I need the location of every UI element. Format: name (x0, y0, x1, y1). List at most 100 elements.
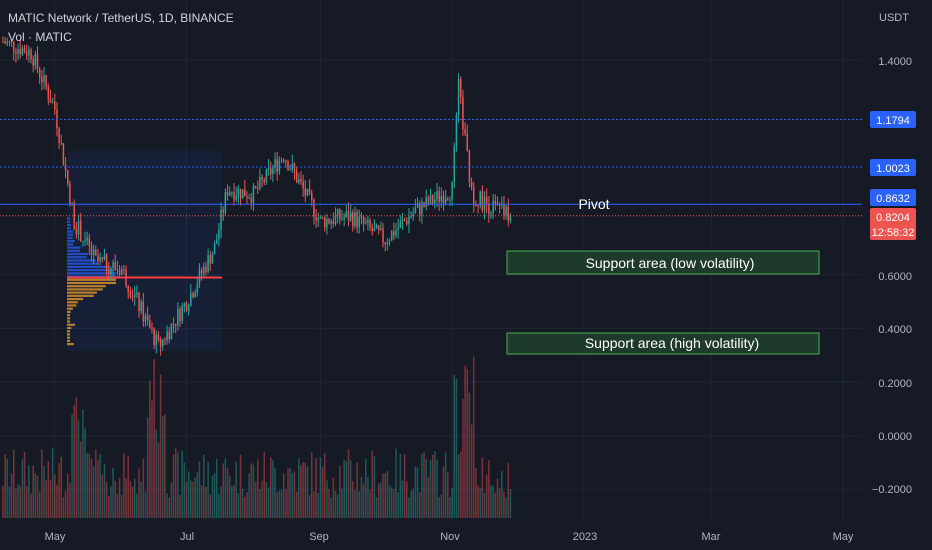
candle-body (237, 188, 240, 196)
volume-bar (190, 480, 192, 518)
support-low-box[interactable] (506, 250, 820, 275)
candle-body (414, 207, 417, 214)
volume-bar (97, 460, 99, 518)
countdown-text: 12:58:32 (872, 227, 915, 239)
profile-box (67, 151, 222, 351)
candle-body (97, 255, 99, 262)
candle-body (41, 77, 43, 83)
profile-bar (67, 320, 70, 323)
candle-body (375, 225, 378, 229)
volume-bar (192, 481, 194, 518)
candle-body (360, 216, 363, 218)
support-high-box[interactable] (506, 332, 820, 355)
profile-bar (67, 288, 103, 291)
volume-bar (179, 494, 181, 518)
candle-body (6, 41, 9, 44)
volume-bar (498, 488, 501, 518)
volume-bar (455, 378, 458, 518)
candle-body (287, 161, 289, 171)
volume-bar (261, 480, 263, 518)
profile-bar (67, 236, 73, 240)
candle-body (56, 109, 58, 129)
volume-bar (429, 460, 432, 518)
volume-bar (105, 482, 108, 518)
volume-bar (95, 449, 97, 518)
candle-body (352, 212, 354, 227)
x-label-mar: Mar (702, 531, 721, 543)
candle-body (181, 306, 183, 322)
candle-body (21, 48, 24, 55)
volume-bar (293, 471, 296, 518)
volume-bar (382, 473, 384, 518)
volume-bar (317, 493, 319, 518)
volume-bar (332, 477, 335, 518)
candle-body (406, 220, 408, 225)
volume-bar (295, 491, 298, 518)
volume-bar (412, 488, 415, 518)
volume-bar (56, 484, 58, 518)
volume-bar (162, 416, 164, 518)
candle-body (481, 191, 484, 211)
candle-body (79, 221, 82, 242)
volume-bar (21, 459, 24, 518)
candle-body (45, 75, 47, 88)
volume-bar (466, 368, 469, 518)
price-axis[interactable]: USDT 1.4000 0.6000 0.4000 0.2000 0.0000 … (870, 12, 916, 496)
volume-bar (41, 449, 43, 518)
candle-body (410, 216, 412, 218)
candle-body (162, 339, 164, 347)
volume-bar (170, 482, 173, 518)
profile-bar (67, 310, 71, 314)
volume-bar (194, 477, 196, 518)
volume-bar (483, 492, 486, 518)
volume-legend[interactable]: Vol · MATIC (8, 30, 72, 44)
volume-bar (99, 453, 101, 518)
x-label-may-2023: May (833, 531, 854, 543)
volume-bar (215, 458, 218, 518)
candle-body (226, 191, 229, 196)
profile-bar (67, 323, 76, 326)
candle-body (265, 168, 268, 183)
volume-bars (2, 356, 512, 518)
candle-body (257, 187, 259, 189)
candle-body (479, 191, 481, 206)
candle-body (295, 171, 298, 183)
volume-bar (19, 486, 21, 518)
candle-body (311, 192, 313, 201)
volume-bar (423, 451, 425, 518)
candle-body (269, 168, 272, 175)
candle-body (136, 292, 138, 295)
volume-bar (241, 488, 244, 518)
candle-body (475, 204, 477, 206)
profile-bar (67, 297, 84, 301)
candle-body (395, 229, 397, 236)
volume-bar (267, 487, 270, 518)
volume-bar (45, 480, 47, 518)
symbol-title[interactable]: MATIC Network / TetherUS, 1D, BINANCE (8, 11, 234, 25)
candle-body (377, 225, 380, 230)
volume-bar (228, 475, 231, 518)
volume-bar (362, 483, 365, 518)
volume-bar (86, 452, 88, 518)
candle-body (447, 198, 449, 200)
candle-body (49, 98, 52, 103)
volume-bar (345, 461, 348, 518)
candle-body (492, 200, 494, 214)
volume-bar (62, 496, 65, 518)
volume-bar (79, 441, 82, 518)
volume-bar (313, 491, 315, 518)
time-axis[interactable]: May Jul Sep Nov 2023 Mar May (45, 531, 854, 543)
currency-label: USDT (879, 12, 909, 24)
candle-body (485, 196, 488, 205)
volume-bar (360, 477, 363, 518)
volume-bar (254, 481, 257, 518)
candle-body (332, 221, 335, 225)
volume-bar (103, 464, 106, 518)
volume-bar (231, 486, 233, 518)
candle-body (159, 339, 162, 347)
candle-body (358, 216, 361, 228)
profile-bar (67, 252, 88, 256)
profile-bar (67, 246, 81, 249)
